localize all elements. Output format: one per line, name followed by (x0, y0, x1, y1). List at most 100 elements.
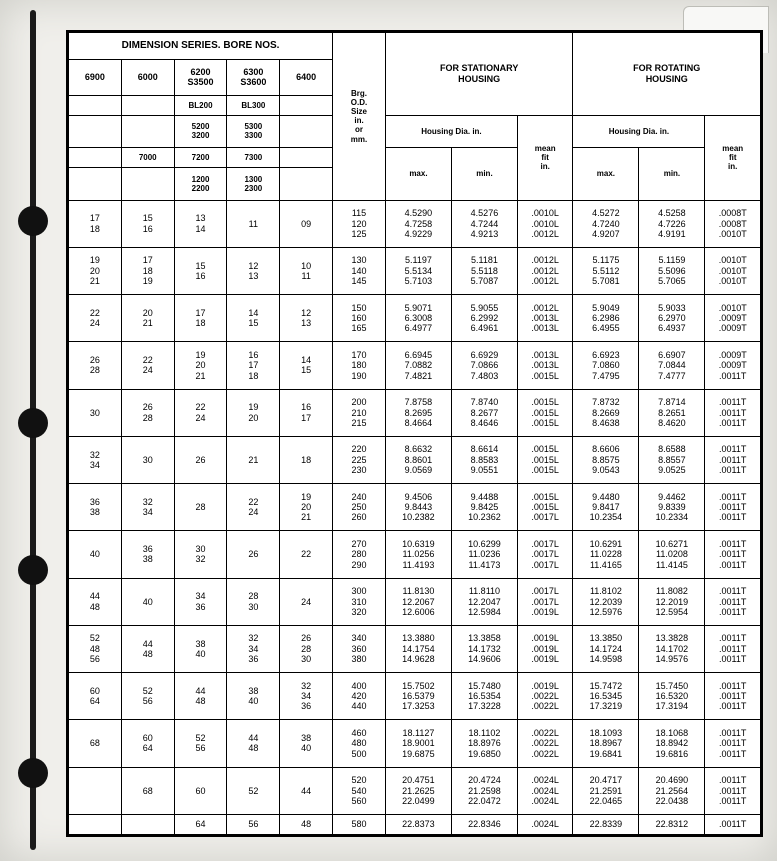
table-cell: 28 30 (227, 578, 280, 625)
hdr-sub: 7000 (121, 148, 174, 168)
table-cell: 20 21 (121, 295, 174, 342)
table-cell: .0015L .0015L .0017L (517, 484, 572, 531)
table-cell: 44 48 (174, 673, 227, 720)
table-cell: .0019L .0022L .0022L (517, 673, 572, 720)
hdr-rotating: FOR ROTATING HOUSING (573, 33, 761, 116)
table-row: 68605244520 540 56020.4751 21.2625 22.04… (69, 767, 761, 814)
table-cell: .0011T .0011T .0011T (705, 484, 761, 531)
hdr-housing-dia-s: Housing Dia. in. (385, 115, 517, 148)
table-cell: 40 (121, 578, 174, 625)
table-cell: 30 32 (174, 531, 227, 578)
table-cell: 6.6929 7.0866 7.4803 (451, 342, 517, 389)
table-cell: 52 56 (121, 673, 174, 720)
table-cell: 52 48 56 (69, 625, 122, 672)
table-cell: .0024L (517, 814, 572, 834)
table-cell: 19 20 (227, 389, 280, 436)
table-cell: 60 64 (69, 673, 122, 720)
table-cell: 36 38 (121, 531, 174, 578)
table-cell: 5.1175 5.5112 5.7081 (573, 247, 639, 294)
hdr-stationary: FOR STATIONARY HOUSING (385, 33, 572, 116)
table-cell: 22 24 (227, 484, 280, 531)
table-cell: 26 (227, 531, 280, 578)
table-cell: 68 (69, 720, 122, 767)
table-cell: 9.4462 9.8339 10.2334 (639, 484, 705, 531)
hdr-sub: BL200 (174, 95, 227, 115)
table-row: 6860 6452 5644 4838 40460 480 50018.1127… (69, 720, 761, 767)
table-cell: 4.5272 4.7240 4.9207 (573, 200, 639, 247)
table-cell: 26 (174, 436, 227, 483)
table-cell: 10.6291 11.0228 11.4165 (573, 531, 639, 578)
table-cell: 22.8312 (639, 814, 705, 834)
table-row: 60 6452 5644 4838 4032 34 36400 420 4401… (69, 673, 761, 720)
table-cell: 32 34 36 (280, 673, 333, 720)
table-cell: 64 (174, 814, 227, 834)
table-cell: 16 17 (280, 389, 333, 436)
table-cell: 240 250 260 (333, 484, 386, 531)
table-cell: 18.1093 18.8967 19.6841 (573, 720, 639, 767)
table-cell: 18 (280, 436, 333, 483)
table-cell: 8.6606 8.8575 9.0543 (573, 436, 639, 483)
hdr-sub: 1200 2200 (174, 167, 227, 200)
hdr-sub: 1300 2300 (227, 167, 280, 200)
hdr-sub: 7300 (227, 148, 280, 168)
table-cell: 14 15 (227, 295, 280, 342)
table-cell: 18.1127 18.9001 19.6875 (385, 720, 451, 767)
table-cell: 30 (69, 389, 122, 436)
hdr-brg-size: Brg. O.D. Size in. or mm. (333, 33, 386, 201)
hdr-sub (69, 148, 122, 168)
table-cell: 12 13 (227, 247, 280, 294)
table-cell: 8.6614 8.8583 9.0551 (451, 436, 517, 483)
table-cell: 13.3858 14.1732 14.9606 (451, 625, 517, 672)
table-cell: 32 34 (121, 484, 174, 531)
table-cell: .0011T .0011T .0011T (705, 578, 761, 625)
hdr-sub (121, 95, 174, 115)
hdr-series-3: 6300 S3600 (227, 60, 280, 96)
punch-hole (18, 758, 48, 788)
table-cell: 19 20 21 (69, 247, 122, 294)
table-cell: 38 40 (174, 625, 227, 672)
table-cell: 300 310 320 (333, 578, 386, 625)
table-cell: 6.6907 7.0844 7.4777 (639, 342, 705, 389)
table-cell: 32 34 (69, 436, 122, 483)
table-cell: 19 20 21 (280, 484, 333, 531)
table-cell: 6.6945 7.0882 7.4821 (385, 342, 451, 389)
table-cell: 15.7502 16.5379 17.3253 (385, 673, 451, 720)
table-cell: 15.7450 16.5320 17.3194 (639, 673, 705, 720)
hdr-sub (121, 167, 174, 200)
table-cell: .0010L .0010L .0012L (517, 200, 572, 247)
table-cell: 340 360 380 (333, 625, 386, 672)
table-cell (69, 767, 122, 814)
table-cell: 400 420 440 (333, 673, 386, 720)
hdr-sub (280, 95, 333, 115)
table-cell: 20.4717 21.2591 22.0465 (573, 767, 639, 814)
table-cell: 18.1068 18.8942 19.6816 (639, 720, 705, 767)
table-row: 19 20 2117 18 1915 1612 1310 11130 140 1… (69, 247, 761, 294)
table-cell: 11.8082 12.2019 12.5954 (639, 578, 705, 625)
table-cell: 09 (280, 200, 333, 247)
hdr-sub (69, 95, 122, 115)
table-row: 64564858022.837322.8346.0024L22.833922.8… (69, 814, 761, 834)
table-cell: .0012L .0012L .0012L (517, 247, 572, 294)
table-cell: 200 210 215 (333, 389, 386, 436)
table-cell: 18.1102 18.8976 19.6850 (451, 720, 517, 767)
hdr-sub: 5200 3200 (174, 115, 227, 148)
table-cell: 44 48 (69, 578, 122, 625)
table-cell: 13.3850 14.1724 14.9598 (573, 625, 639, 672)
table-cell: .0011T .0011T .0011T (705, 531, 761, 578)
table-cell: 20.4690 21.2564 22.0438 (639, 767, 705, 814)
table-row: 44 484034 3628 3024300 310 32011.8130 12… (69, 578, 761, 625)
hdr-series-0: 6900 (69, 60, 122, 96)
table-cell: 22 24 (69, 295, 122, 342)
table-cell: .0009T .0009T .0011T (705, 342, 761, 389)
table-cell: 32 34 36 (227, 625, 280, 672)
table-cell: 7.8740 8.2677 8.4646 (451, 389, 517, 436)
table-cell: 15 16 (121, 200, 174, 247)
table-cell: 5.9033 6.2970 6.4937 (639, 295, 705, 342)
table-cell: .0011T .0011T .0011T (705, 767, 761, 814)
punch-hole (18, 555, 48, 585)
table-cell: 28 (174, 484, 227, 531)
table-cell: 5.1181 5.5118 5.7087 (451, 247, 517, 294)
table-cell: 22.8346 (451, 814, 517, 834)
table-cell: 22 (280, 531, 333, 578)
table-cell: .0011T .0011T .0011T (705, 436, 761, 483)
